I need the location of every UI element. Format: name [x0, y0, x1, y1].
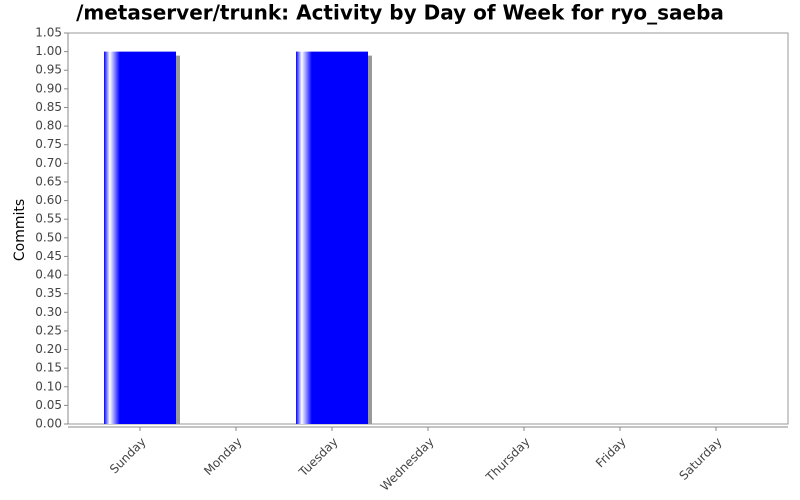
y-axis-label: Commits: [12, 199, 28, 261]
y-tick-label: 1.00: [35, 44, 62, 58]
y-tick-label: 0.70: [35, 156, 62, 170]
y-tick-label: 0.65: [35, 174, 62, 188]
y-tick-label: 0.30: [35, 305, 62, 319]
bar: [296, 51, 368, 424]
y-tick-label: 0.80: [35, 119, 62, 133]
y-tick-label: 0.95: [35, 63, 62, 77]
y-tick-label: 0.45: [35, 249, 62, 263]
chart-title: /metaserver/trunk: Activity by Day of We…: [76, 1, 724, 25]
plot-area: [67, 32, 789, 425]
y-tick-label: 0.55: [35, 212, 62, 226]
y-tick-label: 0.85: [35, 100, 62, 114]
bar: [104, 51, 176, 424]
y-tick-label: 0.75: [35, 137, 62, 151]
y-tick-label: 0.40: [35, 268, 62, 282]
y-tick-label: 0.25: [35, 323, 62, 337]
y-tick-label: 0.60: [35, 193, 62, 207]
y-tick-label: 0.15: [35, 361, 62, 375]
y-tick-label: 0.90: [35, 81, 62, 95]
y-tick-label: 1.05: [35, 26, 62, 40]
y-tick-label: 0.00: [35, 417, 62, 431]
y-tick-label: 0.05: [35, 398, 62, 412]
y-tick-label: 0.50: [35, 230, 62, 244]
y-tick-label: 0.20: [35, 342, 62, 356]
y-tick-label: 0.35: [35, 286, 62, 300]
y-tick-label: 0.10: [35, 379, 62, 393]
